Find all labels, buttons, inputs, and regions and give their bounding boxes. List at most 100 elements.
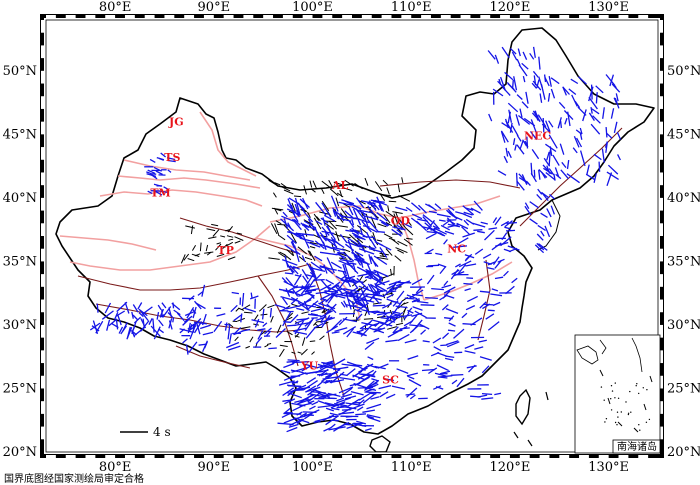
splitting-bar xyxy=(173,303,174,309)
inset-island-dot xyxy=(604,421,605,422)
lat-tick-right-50: 50°N xyxy=(667,64,700,79)
inset-island-dot xyxy=(638,393,639,394)
inset-island-dot xyxy=(628,414,629,415)
splitting-bar xyxy=(482,394,492,395)
splitting-bar xyxy=(97,304,98,313)
splitting-bar xyxy=(283,414,301,415)
splitting-bar xyxy=(337,253,344,254)
inset-island-dot xyxy=(610,398,611,399)
inset-island-dot xyxy=(604,400,605,401)
splitting-bar xyxy=(288,360,300,361)
lon-tick-top-110: 110°E xyxy=(391,0,432,15)
splitting-bar-old xyxy=(277,224,286,225)
lon-tick-bottom-110: 110°E xyxy=(391,460,432,475)
lon-tick-top-90: 90°E xyxy=(198,0,231,15)
splitting-bar xyxy=(287,361,296,362)
splitting-bar xyxy=(561,121,562,128)
splitting-bar xyxy=(379,232,385,233)
splitting-bar xyxy=(303,412,317,413)
splitting-bar xyxy=(421,305,435,306)
splitting-bar-old xyxy=(294,196,301,197)
splitting-bar xyxy=(592,85,593,100)
lat-tick-left-30: 30°N xyxy=(3,318,37,333)
lat-tick-right-45: 45°N xyxy=(667,127,700,142)
inset-island-dot xyxy=(616,424,617,425)
lat-tick-right-40: 40°N xyxy=(667,191,700,206)
splitting-bar xyxy=(534,170,535,178)
inset-island-dot xyxy=(614,397,615,398)
splitting-bar xyxy=(463,284,472,285)
splitting-bar xyxy=(251,293,252,298)
splitting-bar xyxy=(425,298,438,299)
splitting-bar-old xyxy=(364,319,373,320)
region-label-ts: TS xyxy=(164,151,180,164)
inset-island-dot xyxy=(611,385,612,386)
splitting-bar xyxy=(428,265,439,266)
scale-bar-label: 4 s xyxy=(153,425,171,439)
lat-tick-left-50: 50°N xyxy=(3,64,37,79)
inset-island-dot xyxy=(615,382,616,383)
lon-tick-bottom-100: 100°E xyxy=(292,460,333,475)
splitting-bar xyxy=(173,317,174,322)
lon-tick-bottom-130: 130°E xyxy=(588,460,629,475)
inset-island-dot xyxy=(615,422,616,423)
splitting-bar xyxy=(517,173,518,187)
splitting-bar-old xyxy=(389,201,396,202)
inset-island-dot xyxy=(646,422,647,423)
inset-south-china-sea: 南海诸岛 xyxy=(575,335,660,453)
splitting-bar xyxy=(606,127,607,137)
inset-island-dot xyxy=(646,389,647,390)
splitting-bar xyxy=(288,386,301,387)
inset-island-dot xyxy=(636,383,637,384)
lat-tick-right-20: 20°N xyxy=(667,445,700,460)
lat-tick-left-35: 35°N xyxy=(3,254,37,269)
splitting-bar xyxy=(373,305,386,306)
inset-island-dot xyxy=(601,386,602,387)
inset-island-dot xyxy=(606,418,607,419)
splitting-bar xyxy=(225,324,231,325)
inset-island-dot xyxy=(617,416,618,417)
lat-tick-left-45: 45°N xyxy=(3,127,37,142)
inset-island-dot xyxy=(621,411,622,412)
lat-tick-right-25: 25°N xyxy=(667,381,700,396)
inset-island-dot xyxy=(639,430,640,431)
splitting-bar-old xyxy=(200,243,201,252)
splitting-bar xyxy=(268,348,276,349)
inset-island-dot xyxy=(617,412,618,413)
region-label-al: AL xyxy=(331,179,349,192)
inset-island-dot xyxy=(643,387,644,388)
lon-tick-top-120: 120°E xyxy=(490,0,531,15)
inset-island-dot xyxy=(649,419,650,420)
splitting-bar xyxy=(473,230,482,231)
region-label-od: OD xyxy=(391,215,411,228)
lon-tick-top-80: 80°E xyxy=(99,0,132,15)
lon-tick-bottom-90: 90°E xyxy=(198,460,231,475)
lon-tick-top-100: 100°E xyxy=(292,0,333,15)
splitting-bar xyxy=(470,396,481,397)
lat-tick-left-20: 20°N xyxy=(3,445,37,460)
inset-island-dot xyxy=(638,424,639,425)
inset-island-dot xyxy=(611,409,612,410)
region-label-nc: NC xyxy=(447,243,466,256)
lat-tick-right-30: 30°N xyxy=(667,318,700,333)
lon-tick-bottom-120: 120°E xyxy=(490,460,531,475)
lat-tick-left-25: 25°N xyxy=(3,381,37,396)
splitting-bar xyxy=(596,92,597,103)
region-label-nec: NEC xyxy=(524,129,551,142)
splitting-bar xyxy=(283,322,291,323)
splitting-bar xyxy=(451,375,463,376)
inset-frame xyxy=(575,335,660,453)
inset-label: 南海诸岛 xyxy=(617,440,657,453)
region-label-sc: SC xyxy=(382,373,399,386)
splitting-bar xyxy=(364,300,371,301)
inset-island-dot xyxy=(636,385,637,386)
inset-island-dot xyxy=(618,398,619,399)
splitting-bar xyxy=(285,273,293,274)
splitting-bar xyxy=(483,304,493,305)
splitting-bar xyxy=(440,345,447,346)
inset-island-dot xyxy=(628,413,629,414)
splitting-bar xyxy=(507,223,517,224)
splitting-bar xyxy=(314,422,321,423)
inset-island-dot xyxy=(630,412,631,413)
